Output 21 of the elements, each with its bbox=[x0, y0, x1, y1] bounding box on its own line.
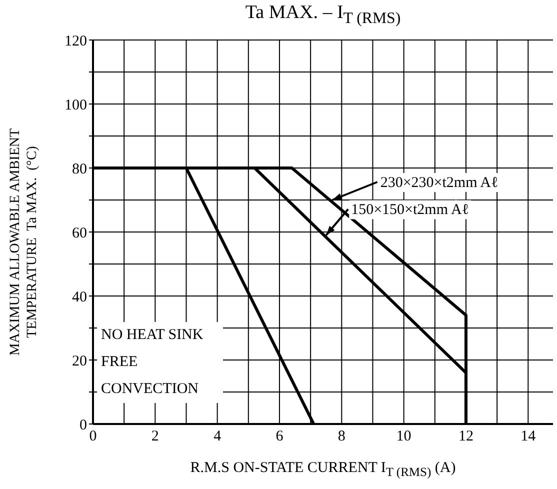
x-tick-label: 12 bbox=[458, 428, 474, 445]
annotation: 150×150×t2mm Aℓ bbox=[351, 202, 469, 218]
y-tick-label: 120 bbox=[64, 33, 87, 50]
annotation: 230×230×t2mm Aℓ bbox=[380, 175, 498, 191]
y-axis-title: MAXIMUM ALLOWABLE AMBIENT TEMPERATURE Ta MAX. (°C) bbox=[7, 127, 41, 358]
y-tick-label: 60 bbox=[72, 225, 87, 242]
x-tick-label: 8 bbox=[338, 428, 346, 445]
x-tick-label: 4 bbox=[214, 428, 222, 445]
chart-title: Ta MAX. – I$_{T (RMS)}$ bbox=[244, 2, 402, 28]
x-axis-title: R.M.S ON-STATE CURRENT I$_{T (RMS)}$ (A) bbox=[189, 460, 457, 480]
y-tick-label: 80 bbox=[72, 161, 87, 178]
y-tick-label: 20 bbox=[72, 353, 87, 370]
y-tick-label: 40 bbox=[72, 289, 87, 306]
y-tick-label: 100 bbox=[64, 97, 87, 114]
x-tick-label: 6 bbox=[276, 428, 284, 445]
x-tick-label: 0 bbox=[89, 428, 97, 445]
annotation: NO HEAT SINK FREE CONVECTION bbox=[97, 322, 223, 403]
x-tick-label: 10 bbox=[396, 428, 412, 445]
x-tick-label: 14 bbox=[520, 428, 536, 445]
y-tick-label: 0 bbox=[80, 417, 87, 434]
x-tick-label: 2 bbox=[151, 428, 159, 445]
